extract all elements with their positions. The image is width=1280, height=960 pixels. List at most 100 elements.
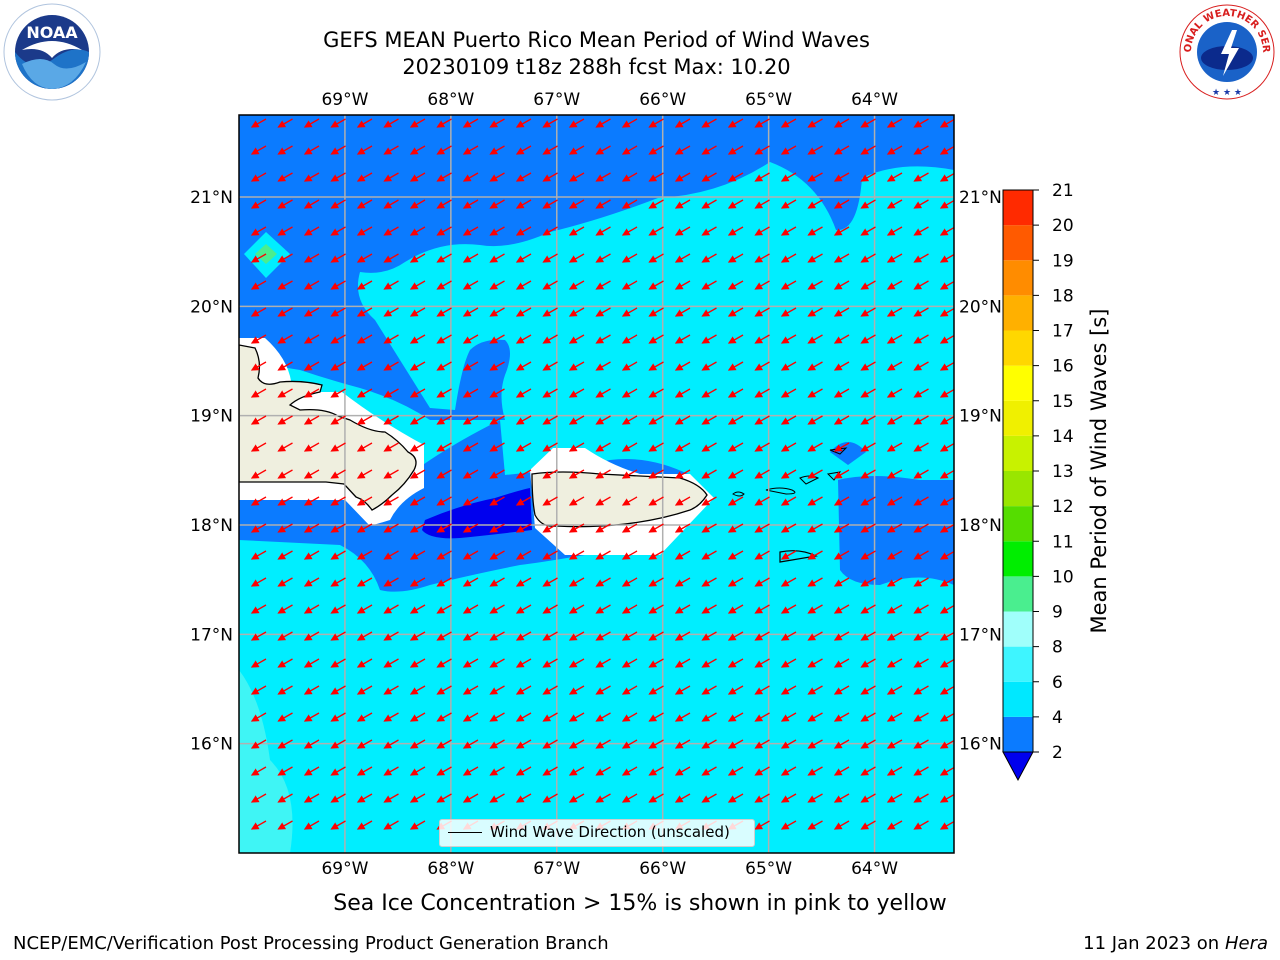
wave-direction-arrow: [754, 199, 770, 209]
colorbar-segment: [1003, 681, 1033, 717]
lat-tick-label: 16°N: [959, 735, 1002, 755]
wave-direction-arrow: [886, 469, 903, 479]
footer-host: Hera: [1224, 933, 1268, 954]
wave-direction-arrow: [648, 226, 664, 236]
wave-direction-arrow: [727, 631, 744, 641]
wave-direction-arrow: [330, 550, 346, 560]
wave-direction-arrow: [277, 631, 293, 641]
wave-direction-arrow: [886, 442, 903, 452]
legend-label: Wind Wave Direction (unscaled): [490, 823, 730, 841]
wave-direction-arrow: [886, 577, 903, 587]
wave-direction-arrow: [409, 172, 426, 182]
wave-direction-arrow: [330, 658, 346, 668]
wave-direction-arrow: [383, 739, 399, 749]
wave-direction-arrow: [462, 577, 479, 587]
wave-direction-arrow: [568, 523, 585, 533]
wave-direction-arrow: [277, 523, 293, 533]
wave-direction-arrow: [515, 199, 532, 209]
wave-direction-arrow: [807, 793, 823, 803]
map-frame: [238, 114, 955, 854]
wave-direction-arrow: [939, 280, 954, 290]
wave-direction-arrow: [303, 442, 320, 452]
legend-line-sample: [448, 832, 482, 833]
wave-direction-arrow: [595, 442, 611, 452]
wave-direction-arrow: [542, 685, 558, 695]
wave-direction-arrow: [913, 523, 929, 533]
wave-direction-arrow: [409, 226, 426, 236]
wave-direction-arrow: [356, 307, 373, 317]
wave-direction-arrow: [754, 496, 770, 506]
wave-direction-arrow: [701, 712, 717, 722]
wave-direction-arrow: [250, 820, 267, 830]
wave-direction-arrow: [833, 226, 850, 236]
wave-direction-arrow: [807, 577, 823, 587]
wave-direction-arrow: [303, 766, 320, 776]
wave-direction-arrow: [330, 523, 346, 533]
wave-direction-arrow: [330, 604, 346, 614]
wave-direction-arrow: [701, 793, 717, 803]
wave-direction-arrow: [489, 658, 505, 668]
wave-direction-arrow: [409, 334, 426, 344]
wave-direction-arrow: [913, 334, 929, 344]
wave-direction-arrow: [833, 820, 850, 830]
wave-direction-arrow: [409, 550, 426, 560]
wave-direction-arrow: [568, 469, 585, 479]
wave-direction-arrow: [648, 118, 664, 128]
wave-direction-arrow: [330, 442, 346, 452]
lat-tick-label: 18°N: [959, 516, 1002, 536]
wave-direction-arrow: [250, 226, 267, 236]
wave-direction-arrow: [833, 280, 850, 290]
wave-direction-arrow: [330, 820, 346, 830]
wave-direction-arrow: [939, 685, 954, 695]
wave-direction-arrow: [674, 604, 691, 614]
wave-direction-arrow: [621, 118, 638, 128]
wave-direction-arrow: [250, 388, 267, 398]
wave-direction-arrow: [568, 550, 585, 560]
wave-direction-arrow: [807, 415, 823, 425]
wave-direction-arrow: [568, 685, 585, 695]
wave-direction-arrow: [833, 631, 850, 641]
wave-direction-arrow: [860, 172, 876, 182]
colorbar-tick-label: 2: [1052, 743, 1063, 763]
wave-direction-arrow: [754, 307, 770, 317]
wave-direction-arrow: [807, 523, 823, 533]
wave-direction-arrow: [807, 631, 823, 641]
wave-direction-arrow: [674, 685, 691, 695]
wave-direction-arrow: [621, 496, 638, 506]
wave-direction-arrow: [595, 145, 611, 155]
wave-direction-arrow: [913, 820, 929, 830]
wave-direction-arrow: [939, 631, 954, 641]
wave-direction-arrow: [886, 523, 903, 533]
wave-direction-arrow: [409, 361, 426, 371]
wave-direction-arrow: [754, 334, 770, 344]
wave-direction-arrow: [462, 361, 479, 371]
wave-direction-arrow: [462, 766, 479, 776]
wave-direction-arrow: [648, 604, 664, 614]
wave-direction-arrow: [833, 712, 850, 722]
wave-direction-arrow: [886, 415, 903, 425]
wave-direction-arrow: [489, 172, 505, 182]
wave-direction-arrow: [754, 658, 770, 668]
wave-direction-arrow: [595, 766, 611, 776]
wave-direction-arrow: [330, 496, 346, 506]
wave-direction-arrow: [754, 415, 770, 425]
colorbar-tick-label: 17: [1052, 322, 1074, 342]
wave-direction-arrow: [913, 469, 929, 479]
colorbar-segment: [1003, 716, 1033, 752]
wave-direction-arrow: [489, 118, 505, 128]
wave-direction-arrow: [780, 631, 797, 641]
wave-direction-arrow: [542, 334, 558, 344]
colorbar-tick-label: 16: [1052, 357, 1074, 377]
wave-direction-arrow: [860, 793, 876, 803]
lon-tick-label: 65°W: [745, 90, 792, 110]
wave-direction-arrow: [250, 307, 267, 317]
wave-direction-arrow: [621, 199, 638, 209]
colorbar-tick-label: 19: [1052, 251, 1074, 271]
wave-direction-arrow: [383, 388, 399, 398]
lat-tick-label: 21°N: [190, 188, 233, 208]
wave-direction-arrow: [330, 631, 346, 641]
wave-direction-arrow: [436, 577, 452, 587]
wave-direction-arrow: [409, 307, 426, 317]
wave-direction-arrow: [542, 793, 558, 803]
